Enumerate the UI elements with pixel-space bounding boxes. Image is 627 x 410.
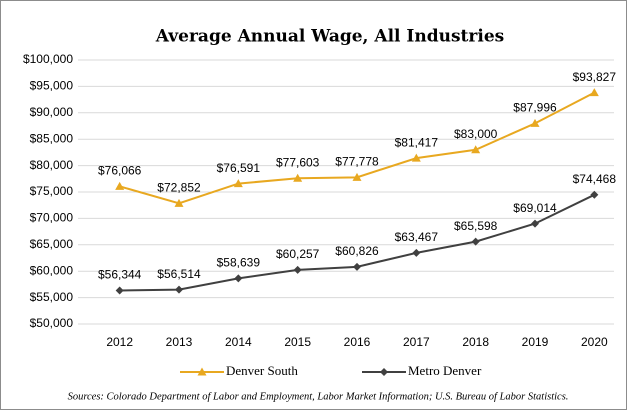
source-note: Sources: Colorado Department of Labor an… [68, 391, 569, 402]
marker [412, 248, 421, 257]
data-label: $77,603 [276, 155, 320, 169]
x-tick-label: 2012 [106, 335, 133, 349]
marker [175, 285, 183, 294]
marker [471, 237, 480, 246]
marker [352, 172, 362, 181]
data-label: $69,014 [513, 201, 557, 215]
data-label: $87,996 [513, 101, 557, 115]
x-tick-label: 2018 [462, 335, 489, 349]
data-label: $74,468 [573, 172, 617, 186]
x-tick-label: 2016 [344, 335, 371, 349]
data-label: $81,417 [395, 135, 439, 149]
data-label: $93,827 [573, 70, 617, 84]
marker [590, 190, 599, 199]
marker [530, 118, 540, 127]
marker [293, 173, 303, 182]
chart-title: Average Annual Wage, All Industries [155, 27, 504, 47]
marker [380, 368, 388, 376]
x-tick-label: 2015 [284, 335, 311, 349]
y-tick-label: $85,000 [30, 131, 74, 145]
marker [233, 179, 243, 188]
data-label: $56,344 [98, 268, 142, 282]
data-label: $76,066 [98, 164, 142, 178]
marker [293, 265, 302, 274]
legend-label: Denver South [226, 363, 298, 378]
x-tick-label: 2013 [166, 335, 193, 349]
marker [471, 145, 481, 154]
data-label: $77,778 [335, 155, 379, 169]
x-tick-label: 2014 [225, 335, 252, 349]
marker [411, 153, 421, 162]
legend-label: Metro Denver [408, 363, 482, 378]
y-tick-label: $90,000 [30, 105, 74, 119]
y-tick-label: $65,000 [30, 237, 74, 251]
x-tick-label: 2020 [581, 335, 608, 349]
y-tick-label: $60,000 [30, 263, 74, 277]
marker [234, 274, 243, 283]
y-tick-label: $70,000 [30, 211, 74, 225]
data-label: $76,591 [217, 161, 261, 175]
x-tick-label: 2017 [403, 335, 430, 349]
data-label: $63,467 [395, 230, 439, 244]
y-tick-label: $50,000 [30, 316, 74, 330]
marker [531, 219, 539, 228]
marker [115, 286, 124, 295]
data-label: $56,514 [157, 267, 201, 281]
data-label: $83,000 [454, 127, 498, 141]
marker [589, 88, 599, 97]
y-tick-label: $55,000 [30, 290, 74, 304]
y-tick-label: $95,000 [30, 79, 74, 93]
marker [353, 262, 361, 271]
data-label: $60,257 [276, 247, 320, 261]
y-tick-label: $75,000 [30, 184, 74, 198]
marker [174, 198, 184, 207]
data-label: $58,639 [217, 256, 261, 270]
y-tick-label: $80,000 [30, 158, 74, 172]
data-label: $60,826 [335, 244, 379, 258]
data-label: $72,852 [157, 181, 201, 195]
data-label: $65,598 [454, 219, 498, 233]
marker [197, 367, 207, 376]
x-tick-label: 2019 [522, 335, 549, 349]
y-tick-label: $100,000 [23, 52, 73, 66]
marker [115, 181, 125, 190]
